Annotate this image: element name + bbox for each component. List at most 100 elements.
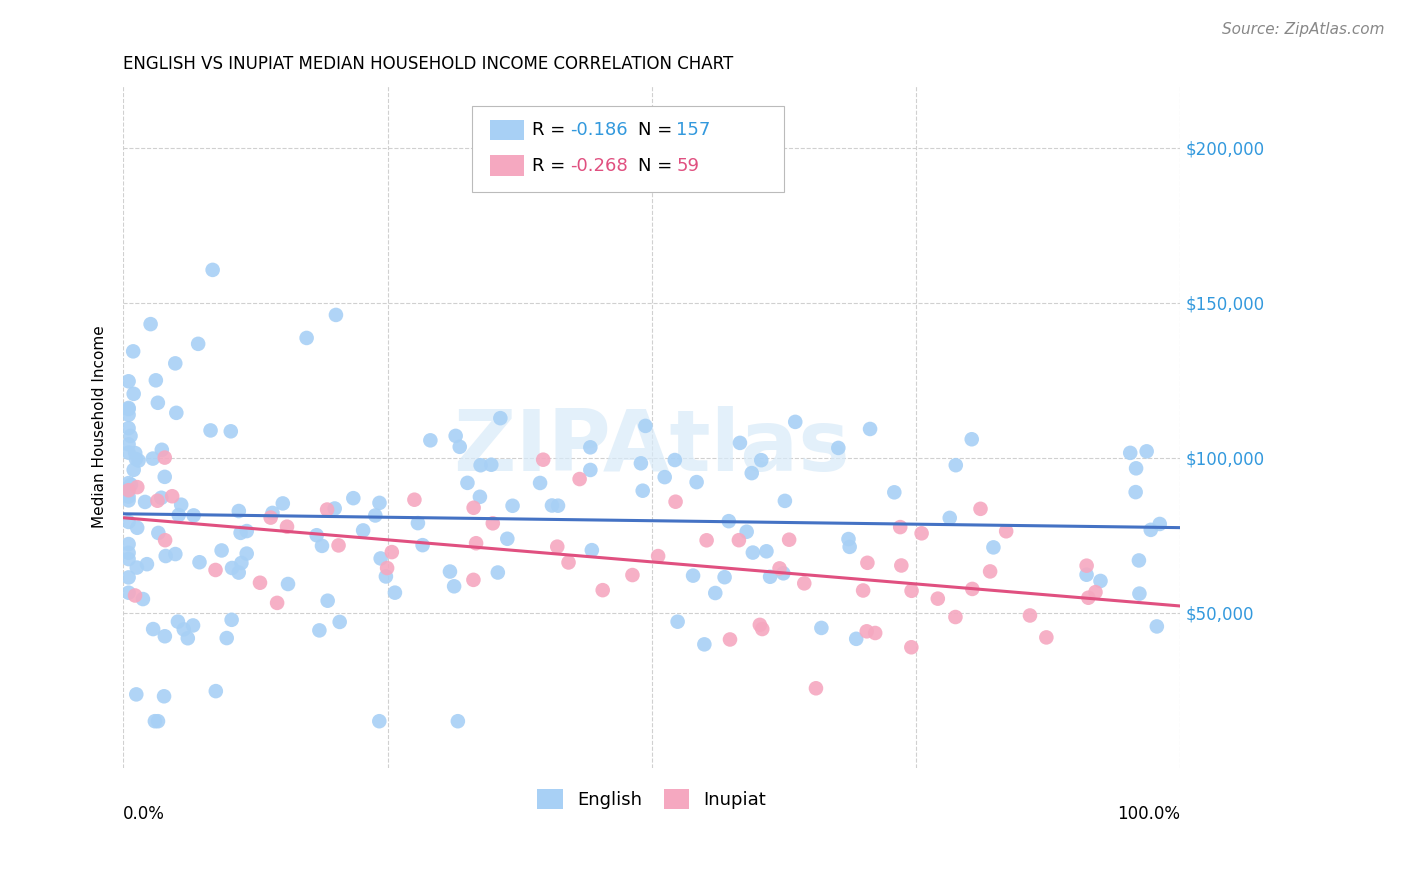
- Point: [666, 615, 689, 629]
- Point: [751, 622, 773, 636]
- Point: [489, 411, 512, 425]
- Point: [150, 442, 173, 457]
- Point: [117, 483, 139, 498]
- Point: [837, 532, 859, 546]
- Point: [406, 516, 429, 530]
- Point: [368, 496, 391, 510]
- Point: [128, 453, 150, 467]
- Point: [463, 573, 485, 587]
- Point: [117, 408, 139, 422]
- Point: [845, 632, 868, 646]
- Point: [117, 570, 139, 584]
- Point: [1128, 553, 1150, 567]
- Point: [1019, 608, 1042, 623]
- Point: [852, 583, 875, 598]
- Text: 100.0%: 100.0%: [1118, 805, 1181, 823]
- Point: [235, 524, 257, 538]
- Point: [120, 477, 142, 491]
- Point: [1149, 516, 1171, 531]
- Text: R =: R =: [533, 121, 571, 139]
- Point: [983, 541, 1005, 555]
- Point: [827, 441, 849, 455]
- Point: [117, 374, 139, 388]
- Point: [142, 451, 165, 466]
- Point: [910, 526, 932, 541]
- Point: [962, 582, 984, 596]
- Point: [150, 491, 173, 505]
- Point: [682, 568, 704, 582]
- Text: ENGLISH VS INUPIAT MEDIAN HOUSEHOLD INCOME CORRELATION CHART: ENGLISH VS INUPIAT MEDIAN HOUSEHOLD INCO…: [124, 55, 734, 73]
- Text: R =: R =: [533, 157, 571, 175]
- FancyBboxPatch shape: [472, 106, 785, 192]
- Text: N =: N =: [638, 121, 678, 139]
- Point: [778, 533, 800, 547]
- Point: [125, 687, 148, 701]
- Point: [713, 570, 735, 584]
- Point: [890, 558, 912, 573]
- Point: [502, 499, 524, 513]
- Point: [384, 585, 406, 599]
- Point: [647, 549, 669, 563]
- Point: [229, 525, 252, 540]
- Point: [228, 504, 250, 518]
- Point: [1146, 619, 1168, 633]
- Point: [1136, 444, 1159, 458]
- Point: [231, 556, 253, 570]
- Point: [122, 387, 145, 401]
- Point: [741, 545, 763, 559]
- Point: [755, 544, 778, 558]
- Point: [696, 533, 718, 548]
- Point: [181, 618, 204, 632]
- Point: [960, 432, 983, 446]
- Point: [447, 714, 470, 729]
- Point: [155, 549, 177, 563]
- Legend: English, Inupiat: English, Inupiat: [530, 781, 773, 817]
- Point: [979, 565, 1001, 579]
- Point: [718, 632, 741, 647]
- Point: [728, 533, 751, 548]
- Point: [153, 450, 176, 465]
- Point: [859, 422, 882, 436]
- Point: [685, 475, 707, 489]
- Point: [793, 576, 815, 591]
- Point: [117, 493, 139, 508]
- Point: [444, 429, 467, 443]
- Point: [900, 583, 922, 598]
- Point: [664, 453, 686, 467]
- Point: [146, 714, 169, 729]
- Point: [124, 446, 146, 460]
- Point: [219, 425, 242, 439]
- Point: [1128, 586, 1150, 600]
- Point: [630, 456, 652, 470]
- Point: [375, 561, 398, 575]
- Point: [145, 373, 167, 387]
- Point: [568, 472, 591, 486]
- Point: [883, 485, 905, 500]
- Point: [183, 508, 205, 523]
- Point: [187, 336, 209, 351]
- Point: [124, 589, 146, 603]
- Point: [465, 536, 488, 550]
- Point: [305, 528, 328, 542]
- Point: [381, 545, 404, 559]
- Point: [142, 622, 165, 636]
- Point: [1077, 591, 1099, 605]
- Point: [204, 684, 226, 698]
- Point: [295, 331, 318, 345]
- Point: [804, 681, 827, 696]
- Point: [368, 714, 391, 729]
- Point: [581, 543, 603, 558]
- Point: [325, 308, 347, 322]
- Point: [277, 577, 299, 591]
- Point: [741, 466, 763, 480]
- Point: [170, 498, 193, 512]
- Point: [276, 519, 298, 533]
- Point: [463, 500, 485, 515]
- Point: [772, 566, 794, 581]
- Point: [235, 547, 257, 561]
- Point: [215, 631, 238, 645]
- Point: [479, 458, 502, 472]
- Point: [863, 626, 886, 640]
- Point: [579, 440, 602, 454]
- Point: [443, 579, 465, 593]
